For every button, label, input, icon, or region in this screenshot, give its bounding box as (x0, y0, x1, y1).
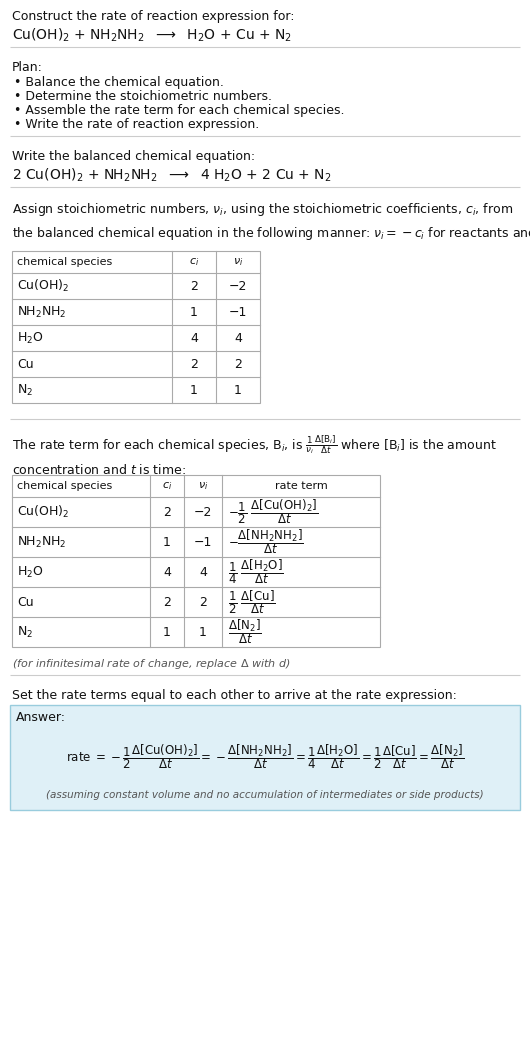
Text: H$_2$O: H$_2$O (17, 565, 43, 579)
Text: 1: 1 (163, 536, 171, 548)
Text: $\nu_i$: $\nu_i$ (233, 256, 243, 268)
Text: 2: 2 (199, 595, 207, 609)
Text: $c_i$: $c_i$ (162, 480, 172, 492)
Text: $\nu_i$: $\nu_i$ (198, 480, 208, 492)
Text: $\dfrac{\Delta[\mathrm{N_2}]}{\Delta t}$: $\dfrac{\Delta[\mathrm{N_2}]}{\Delta t}$ (228, 617, 262, 646)
Text: 2: 2 (190, 358, 198, 370)
Bar (10, 705, 520, 810)
Bar (12, 251, 260, 403)
Text: 1: 1 (190, 384, 198, 396)
Text: • Write the rate of reaction expression.: • Write the rate of reaction expression. (14, 118, 259, 131)
Text: Cu(OH)$_2$: Cu(OH)$_2$ (17, 278, 69, 294)
Text: −2: −2 (194, 505, 212, 519)
Text: $\dfrac{1}{2}\ \dfrac{\Delta[\mathrm{Cu}]}{\Delta t}$: $\dfrac{1}{2}\ \dfrac{\Delta[\mathrm{Cu}… (228, 588, 276, 616)
Text: Set the rate terms equal to each other to arrive at the rate expression:: Set the rate terms equal to each other t… (12, 689, 457, 702)
Text: rate term: rate term (275, 481, 328, 491)
Bar (12, 475, 380, 647)
Text: rate $= -\dfrac{1}{2}\dfrac{\Delta[\mathrm{Cu(OH)_2}]}{\Delta t} = -\dfrac{\Delt: rate $= -\dfrac{1}{2}\dfrac{\Delta[\math… (66, 743, 464, 771)
Text: (for infinitesimal rate of change, replace $\Delta$ with $d$): (for infinitesimal rate of change, repla… (12, 657, 290, 670)
Text: −1: −1 (229, 305, 247, 318)
Text: 1: 1 (199, 626, 207, 638)
Text: 2: 2 (234, 358, 242, 370)
Text: 4: 4 (190, 332, 198, 344)
Text: Answer:: Answer: (16, 711, 66, 724)
Text: Plan:: Plan: (12, 61, 43, 74)
Text: 2: 2 (190, 279, 198, 293)
Text: Cu: Cu (17, 595, 33, 609)
Text: 2: 2 (163, 505, 171, 519)
Text: (assuming constant volume and no accumulation of intermediates or side products): (assuming constant volume and no accumul… (46, 790, 484, 800)
Text: 1: 1 (190, 305, 198, 318)
Text: chemical species: chemical species (17, 481, 112, 491)
Text: • Determine the stoichiometric numbers.: • Determine the stoichiometric numbers. (14, 90, 272, 103)
Text: 1: 1 (234, 384, 242, 396)
Text: 2 Cu(OH)$_2$ + NH$_2$NH$_2$  $\longrightarrow$  4 H$_2$O + 2 Cu + N$_2$: 2 Cu(OH)$_2$ + NH$_2$NH$_2$ $\longrighta… (12, 167, 332, 184)
Text: Cu(OH)$_2$ + NH$_2$NH$_2$  $\longrightarrow$  H$_2$O + Cu + N$_2$: Cu(OH)$_2$ + NH$_2$NH$_2$ $\longrightarr… (12, 27, 292, 44)
Text: $\dfrac{1}{4}\ \dfrac{\Delta[\mathrm{H_2O}]}{\Delta t}$: $\dfrac{1}{4}\ \dfrac{\Delta[\mathrm{H_2… (228, 558, 284, 587)
Text: $-\dfrac{1}{2}\ \dfrac{\Delta[\mathrm{Cu(OH)_2}]}{\Delta t}$: $-\dfrac{1}{2}\ \dfrac{\Delta[\mathrm{Cu… (228, 498, 319, 526)
Text: −2: −2 (229, 279, 247, 293)
Text: • Balance the chemical equation.: • Balance the chemical equation. (14, 76, 224, 89)
Text: Construct the rate of reaction expression for:: Construct the rate of reaction expressio… (12, 10, 295, 23)
Text: Cu(OH)$_2$: Cu(OH)$_2$ (17, 504, 69, 520)
Text: N$_2$: N$_2$ (17, 383, 33, 397)
Text: Cu: Cu (17, 358, 33, 370)
Text: −1: −1 (194, 536, 212, 548)
Text: Write the balanced chemical equation:: Write the balanced chemical equation: (12, 150, 255, 163)
Text: 1: 1 (163, 626, 171, 638)
Text: N$_2$: N$_2$ (17, 624, 33, 639)
Text: NH$_2$NH$_2$: NH$_2$NH$_2$ (17, 304, 66, 319)
Text: H$_2$O: H$_2$O (17, 331, 43, 345)
Text: The rate term for each chemical species, B$_i$, is $\frac{1}{\nu_i}\frac{\Delta : The rate term for each chemical species,… (12, 433, 497, 477)
Text: NH$_2$NH$_2$: NH$_2$NH$_2$ (17, 535, 66, 549)
Text: 4: 4 (234, 332, 242, 344)
Text: chemical species: chemical species (17, 257, 112, 267)
Text: 4: 4 (199, 566, 207, 578)
Text: 4: 4 (163, 566, 171, 578)
Text: Assign stoichiometric numbers, $\nu_i$, using the stoichiometric coefficients, $: Assign stoichiometric numbers, $\nu_i$, … (12, 201, 530, 242)
Text: 2: 2 (163, 595, 171, 609)
Text: $c_i$: $c_i$ (189, 256, 199, 268)
Text: • Assemble the rate term for each chemical species.: • Assemble the rate term for each chemic… (14, 104, 344, 117)
Text: $-\dfrac{\Delta[\mathrm{NH_2NH_2}]}{\Delta t}$: $-\dfrac{\Delta[\mathrm{NH_2NH_2}]}{\Del… (228, 527, 304, 556)
